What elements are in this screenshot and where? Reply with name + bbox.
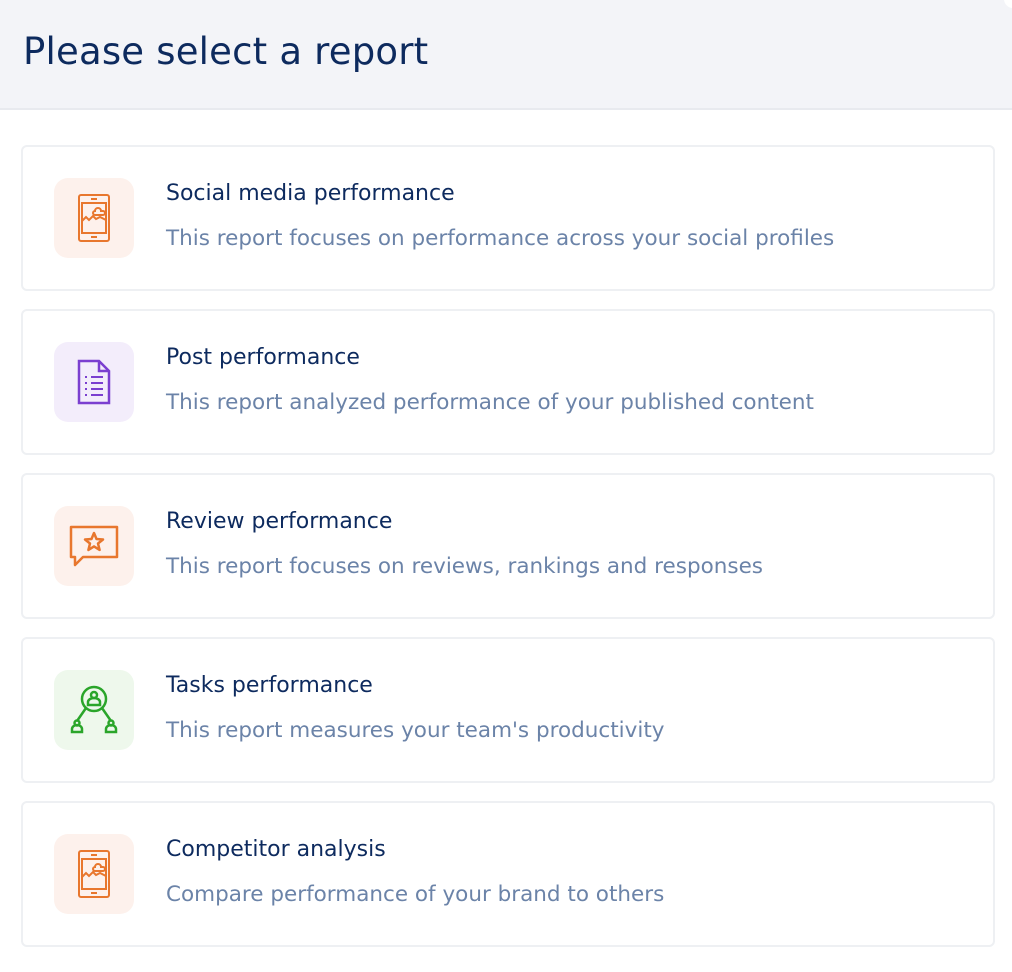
document-list-icon (54, 342, 134, 422)
report-title: Review performance (166, 509, 393, 534)
mobile-chart-icon (54, 834, 134, 914)
page-title: Please select a report (23, 30, 429, 73)
report-title: Tasks performance (166, 673, 373, 698)
report-title: Post performance (166, 345, 360, 370)
report-card-post[interactable]: Post performance This report analyzed pe… (21, 309, 995, 455)
report-card-review[interactable]: Review performance This report focuses o… (21, 473, 995, 619)
page-header: Please select a report (0, 0, 1012, 110)
team-hierarchy-icon (54, 670, 134, 750)
report-card-social-media[interactable]: Social media performance This report foc… (21, 145, 995, 291)
report-description: Compare performance of your brand to oth… (166, 882, 665, 907)
report-card-competitor[interactable]: Competitor analysis Compare performance … (21, 801, 995, 947)
chat-star-icon (54, 506, 134, 586)
report-card-tasks[interactable]: Tasks performance This report measures y… (21, 637, 995, 783)
report-description: This report analyzed performance of your… (166, 390, 814, 415)
report-title: Social media performance (166, 181, 455, 206)
corner-decoration (1004, 0, 1012, 8)
report-title: Competitor analysis (166, 837, 386, 862)
report-description: This report focuses on performance acros… (166, 226, 835, 251)
report-description: This report focuses on reviews, rankings… (166, 554, 764, 579)
mobile-chart-icon (54, 178, 134, 258)
report-description: This report measures your team's product… (166, 718, 665, 743)
